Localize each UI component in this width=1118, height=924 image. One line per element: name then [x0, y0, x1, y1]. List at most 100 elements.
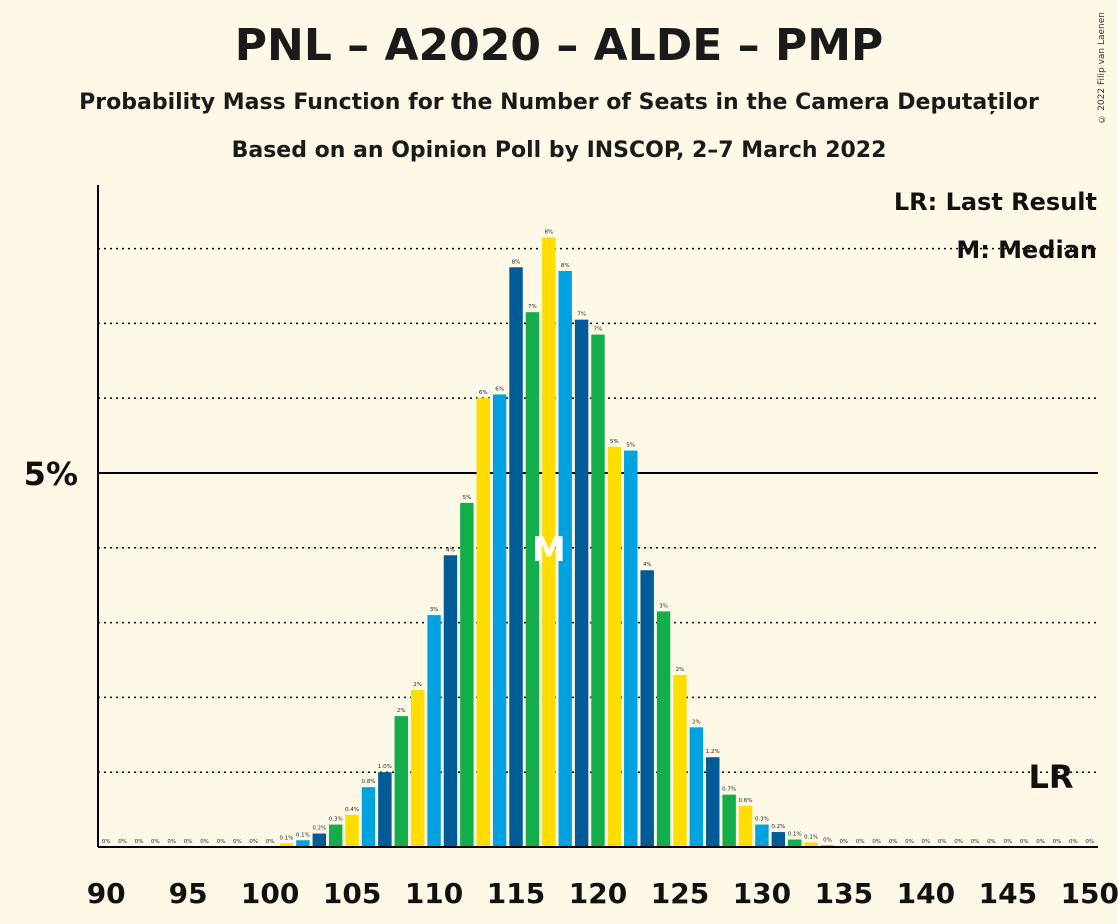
bar — [460, 502, 474, 847]
bar-label: 0% — [102, 839, 111, 845]
y-tick-label: 5% — [24, 455, 78, 493]
bar-label: 0% — [954, 839, 963, 845]
bar-label: 0.1% — [804, 835, 818, 841]
bar — [542, 237, 556, 848]
bar-label: 0% — [872, 839, 881, 845]
bar-label: 7% — [577, 312, 586, 318]
bar-label: 0% — [905, 839, 914, 845]
bar-label: 0% — [856, 839, 865, 845]
bar-label: 1.2% — [706, 749, 720, 755]
bar-label: 4% — [446, 547, 455, 553]
bar-label: 0.1% — [280, 835, 294, 841]
last-result-marker: LR — [1029, 758, 1074, 796]
bar-label: 0% — [987, 839, 996, 845]
bar-label: 8% — [512, 259, 521, 265]
bar — [410, 689, 425, 847]
bar — [706, 757, 720, 847]
legend-last-result: LR: Last Result — [894, 188, 1097, 216]
bar — [656, 611, 671, 847]
bar — [328, 824, 343, 847]
bar-label: 0% — [118, 839, 127, 845]
x-tick-label: 90 — [87, 877, 126, 910]
x-tick-label: 120 — [569, 877, 627, 910]
bar-label: 8% — [544, 229, 553, 235]
bar-labels: 0% 0% 0% 0% 0% 0% 0% 0% 0% 0% 0%0.1% 0.1%0.2%0.3%0.… — [102, 229, 1094, 845]
bar-label: 0% — [1053, 839, 1062, 845]
bar-label: 4% — [643, 562, 652, 568]
bar-label: 2% — [413, 682, 422, 688]
bar-label: 5% — [610, 439, 619, 445]
chart-title: PNL – A2020 – ALDE – PMP — [234, 20, 884, 71]
bar-label: 0% — [889, 839, 898, 845]
bar — [689, 727, 704, 847]
x-tick-label: 140 — [897, 877, 955, 910]
x-tick-label: 130 — [733, 877, 791, 910]
x-tick-label: 125 — [651, 877, 709, 910]
bar-label: 0.6% — [739, 798, 753, 804]
bar-label: 0% — [922, 839, 931, 845]
bar-label: 0.8% — [361, 779, 375, 785]
bar-label: 0% — [167, 839, 176, 845]
chart-subtitle: Probability Mass Function for the Number… — [79, 90, 1039, 115]
bar — [558, 271, 572, 848]
bars — [279, 237, 835, 848]
bar-label: 0% — [200, 839, 209, 845]
bar-label: 0.4% — [345, 807, 359, 813]
bar-label: 0% — [1036, 839, 1045, 845]
x-tick-label: 115 — [487, 877, 545, 910]
bar-label: 0% — [1020, 839, 1029, 845]
bar-label: 0% — [233, 839, 242, 845]
bar-label: 0% — [249, 839, 258, 845]
bar — [771, 832, 786, 847]
bar-label: 7% — [528, 304, 537, 310]
bar-label: 7% — [594, 327, 603, 333]
bar — [788, 839, 802, 847]
bar-label: 0.1% — [788, 832, 802, 838]
bar-label: 0% — [217, 839, 226, 845]
bar-label: 0% — [135, 839, 144, 845]
x-tick-label: 95 — [169, 877, 208, 910]
bar-label: 5% — [626, 443, 635, 449]
bar — [640, 570, 654, 847]
bar-label: 0% — [1003, 839, 1012, 845]
bar — [804, 842, 818, 847]
median-marker: M — [532, 530, 566, 570]
axes: 90 95 100 105 110 115 120 125 130 135 140 145 150 5% — [24, 185, 1118, 910]
bar-label: 0% — [971, 839, 980, 845]
bar — [755, 824, 769, 847]
bar-label: 3% — [430, 607, 439, 613]
bar-label: 0% — [151, 839, 160, 845]
bar — [476, 398, 490, 847]
bar-label: 8% — [561, 263, 570, 269]
bar — [279, 843, 294, 847]
bar — [673, 674, 687, 847]
bar-label: 0% — [184, 839, 193, 845]
x-tick-label: 110 — [405, 877, 463, 910]
bar-label: 2% — [397, 708, 406, 714]
bar-label: 2% — [676, 667, 685, 673]
bar-label: 3% — [659, 603, 668, 609]
bar-label: 0.1% — [296, 832, 310, 838]
bar-label: 0.3% — [755, 817, 769, 823]
legend-median: M: Median — [956, 236, 1097, 264]
bar — [312, 833, 327, 847]
bar-label: 0% — [823, 838, 832, 844]
x-tick-label: 145 — [979, 877, 1037, 910]
x-tick-label: 105 — [323, 877, 381, 910]
bar-label: 0.3% — [329, 817, 343, 823]
bar-label: 2% — [692, 719, 701, 725]
bar-label: 0% — [938, 839, 947, 845]
bar-label: 1.0% — [378, 764, 392, 770]
bar — [427, 615, 441, 847]
bar-label: 6% — [495, 386, 504, 392]
bar-label: 0.2% — [312, 826, 326, 832]
bar — [361, 787, 376, 847]
bar — [624, 450, 638, 847]
bar-label: 0% — [1085, 839, 1094, 845]
bar — [591, 334, 605, 848]
x-tick-label: 135 — [815, 877, 873, 910]
x-tick-label: 100 — [241, 877, 299, 910]
bar — [722, 794, 736, 847]
bar-label: 0% — [1069, 839, 1078, 845]
